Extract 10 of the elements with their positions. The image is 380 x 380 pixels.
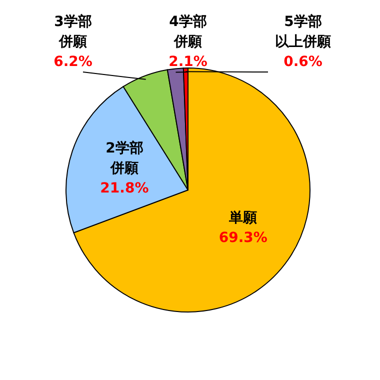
data-label: 2.1% <box>168 54 208 70</box>
slice-label: 4学部併願 <box>169 13 207 50</box>
data-label: 69.3% <box>218 230 268 246</box>
data-label: 6.2% <box>54 54 92 70</box>
data-label: 0.6% <box>284 54 322 70</box>
slice-label: 5学部以上併願 <box>275 13 331 50</box>
data-label: 21.8% <box>100 180 149 196</box>
slice-label: 単願 <box>228 210 258 226</box>
slice-label: 3学部併願 <box>54 13 92 50</box>
slice-label: 2学部併願 <box>106 139 144 176</box>
